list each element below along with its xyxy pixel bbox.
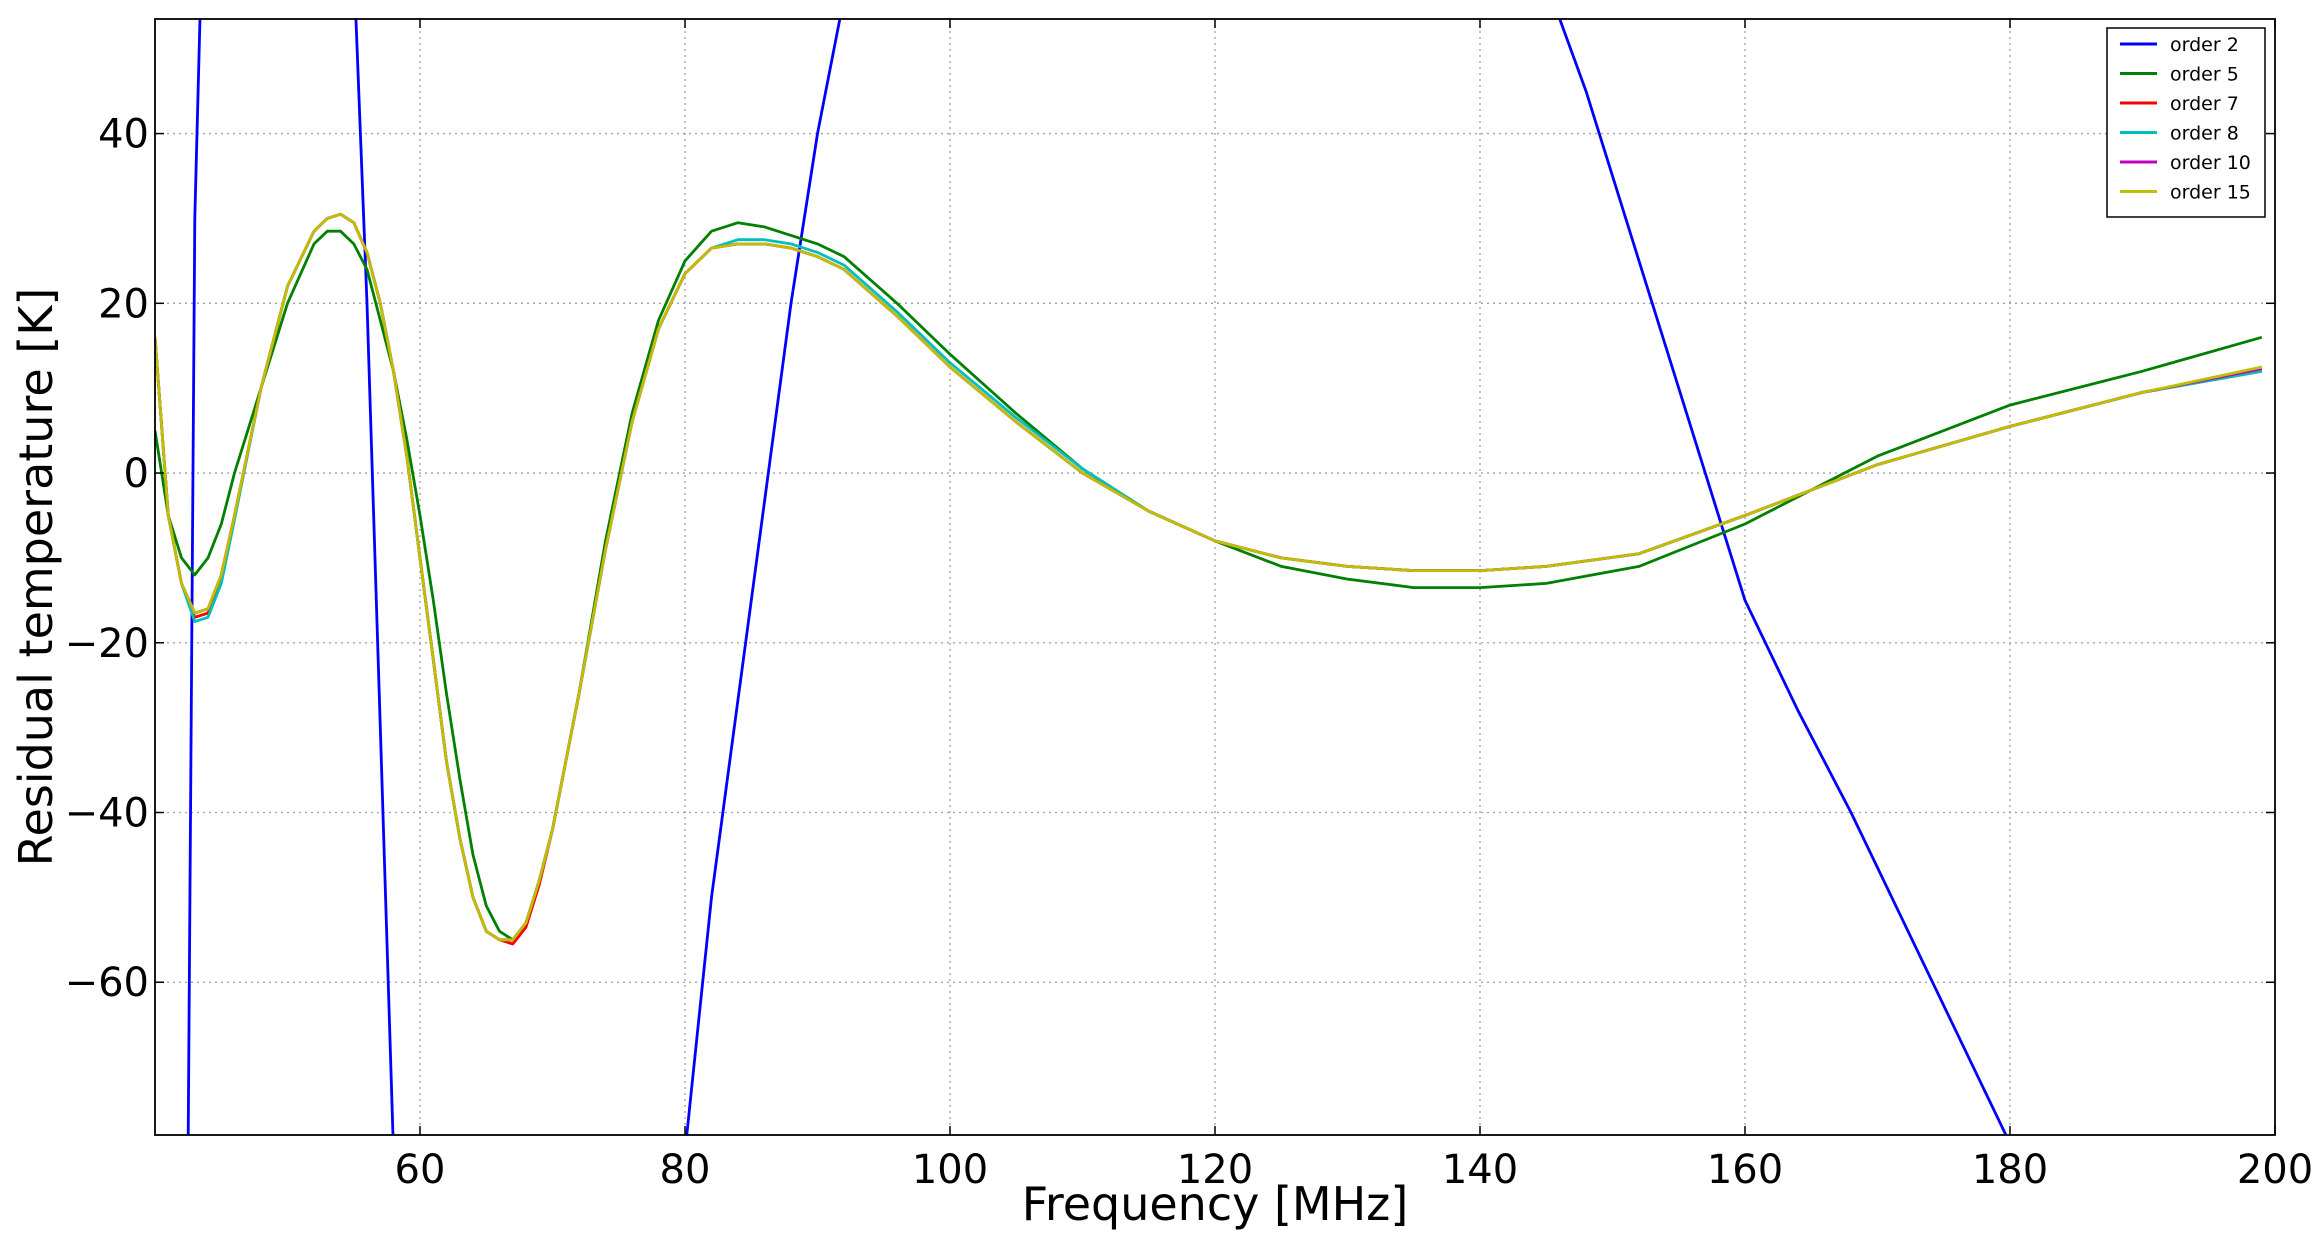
y-tick-label: 0 <box>124 451 149 497</box>
x-tick-label: 180 <box>1972 1147 2048 1193</box>
series-layer <box>155 19 2263 1135</box>
legend-label: order 2 <box>2170 34 2239 56</box>
grid <box>155 19 2275 1135</box>
legend-label: order 10 <box>2170 152 2251 174</box>
series-line-order-2 <box>186 19 2008 1135</box>
x-tick-label: 140 <box>1442 1147 1518 1193</box>
x-tick-label: 60 <box>395 1147 446 1193</box>
legend-label: order 7 <box>2170 93 2239 115</box>
x-axis-label: Frequency [MHz] <box>1022 1177 1409 1231</box>
x-tick-label: 80 <box>660 1147 711 1193</box>
y-axis-label: Residual temperature [K] <box>9 288 63 867</box>
legend: order 2 order 5 order 7 order 8 order 10 orde… <box>2106 27 2266 218</box>
x-tick-label: 160 <box>1707 1147 1783 1193</box>
x-tick-label: 120 <box>1177 1147 1253 1193</box>
legend-box <box>2106 27 2266 218</box>
y-tick-label: 40 <box>98 112 149 158</box>
legend-label: order 8 <box>2170 123 2239 145</box>
y-tick-label: −60 <box>65 960 149 1006</box>
tick-labels: 60 80 100 120 140 160 180 200 −60 −40 −20 0 20 40 <box>65 112 2314 1193</box>
ticks <box>155 19 2276 1135</box>
series-line-order-15 <box>155 212 2263 942</box>
x-tick-label: 100 <box>912 1147 988 1193</box>
y-tick-label: −40 <box>65 791 149 837</box>
legend-label: order 5 <box>2170 64 2239 86</box>
legend-label: order 15 <box>2170 182 2251 204</box>
y-tick-label: 20 <box>98 281 149 327</box>
x-tick-label: 200 <box>2237 1147 2313 1193</box>
y-tick-label: −20 <box>65 621 149 667</box>
